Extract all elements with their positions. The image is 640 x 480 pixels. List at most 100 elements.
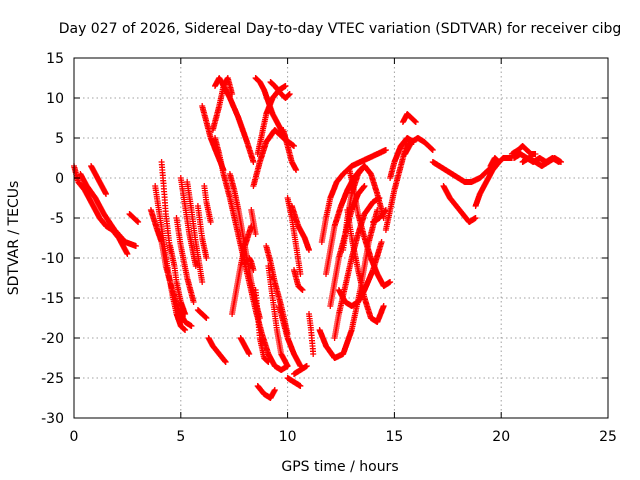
series-s20	[194, 307, 210, 321]
series-s16	[212, 75, 257, 165]
data-marks-s38	[284, 375, 304, 389]
data-marks-s20	[194, 307, 210, 321]
data-marks-s30	[280, 127, 300, 173]
series-s42	[318, 147, 389, 245]
grid	[74, 58, 608, 418]
data-marks-s02	[77, 171, 139, 249]
data-marks-s12	[194, 203, 210, 261]
y-tick-label: -10	[41, 251, 64, 267]
series-s22	[237, 335, 253, 357]
series-s09	[173, 215, 197, 305]
data-marks-s35	[288, 203, 312, 253]
y-tick-label: -30	[41, 411, 64, 427]
series-s48	[344, 207, 387, 325]
data-marks-s19	[205, 335, 229, 365]
data-marks-s07	[158, 159, 174, 253]
data-points	[71, 75, 564, 401]
data-marks-s28	[267, 79, 293, 101]
plot-frame	[73, 57, 609, 419]
data-marks-s32	[265, 263, 291, 369]
series-s61	[519, 155, 564, 169]
series-s54	[402, 135, 436, 157]
series-s11	[184, 179, 206, 285]
data-marks-s16	[212, 75, 257, 165]
series-s49	[346, 167, 394, 289]
data-marks-s40	[306, 311, 317, 357]
series-s06	[152, 183, 189, 333]
x-tick-label: 15	[385, 429, 403, 445]
data-marks-s48	[344, 207, 387, 325]
data-marks-s57	[472, 159, 503, 209]
y-axis-title: SDTVAR / TECUs	[6, 181, 22, 296]
data-marks-s42	[318, 147, 389, 245]
data-marks-s53	[399, 111, 419, 125]
series-s13	[201, 183, 214, 225]
data-marks-s21	[229, 223, 255, 317]
data-marks-s03	[88, 163, 109, 197]
data-marks-s08	[167, 243, 189, 317]
series-s56	[440, 183, 479, 225]
series-s53	[399, 111, 419, 125]
axis-ticks: 0 5 10 15 20 25 15 10 5 0 -5 -10 -15 -20 -25 -30	[41, 51, 617, 445]
series-s23	[248, 207, 259, 237]
y-tick-label: 5	[55, 131, 64, 147]
data-marks-s10	[177, 175, 199, 269]
y-tick-label: -15	[41, 291, 64, 307]
data-marks-s50	[370, 207, 389, 225]
series-s40	[306, 311, 317, 357]
data-marks-s13	[201, 183, 214, 225]
data-marks-s61	[519, 155, 564, 169]
data-marks-s54	[402, 135, 436, 157]
data-marks-s09	[173, 215, 197, 305]
data-marks-s23	[248, 207, 259, 237]
series-s36	[291, 267, 306, 293]
series-s57	[472, 159, 503, 209]
y-tick-label: 15	[46, 51, 64, 67]
x-tick-label: 0	[70, 429, 79, 445]
data-marks-s39	[291, 363, 310, 377]
data-marks-s24	[246, 255, 257, 273]
series-s28	[267, 79, 293, 101]
y-tick-label: 10	[46, 91, 64, 107]
series-s07	[158, 159, 174, 253]
data-marks-s34	[284, 195, 304, 277]
series-s59	[508, 143, 539, 157]
series-s32	[265, 263, 291, 369]
data-marks-s58	[487, 155, 515, 169]
data-marks-s22	[237, 335, 253, 357]
data-marks-s06	[152, 183, 189, 333]
series-s03	[88, 163, 109, 197]
series-s38	[284, 375, 304, 389]
data-marks-s04	[126, 211, 142, 225]
x-tick-label: 5	[176, 429, 185, 445]
series-s10	[177, 175, 199, 269]
data-marks-s37	[276, 303, 304, 369]
series-s39	[291, 363, 310, 377]
x-axis-title: GPS time / hours	[281, 459, 398, 475]
series-s19	[205, 335, 229, 365]
data-marks-s49	[346, 167, 394, 289]
series-s35	[288, 203, 312, 253]
data-marks-s36	[291, 267, 306, 293]
y-tick-label: -25	[41, 371, 64, 387]
series-s30	[280, 127, 300, 173]
series-s08	[167, 243, 189, 317]
x-tick-label: 20	[492, 429, 510, 445]
series-s34	[284, 195, 304, 277]
series-s33	[254, 383, 278, 401]
data-marks-s56	[440, 183, 479, 225]
series-s04	[126, 211, 142, 225]
series-s02	[77, 171, 139, 249]
y-tick-label: -5	[50, 211, 64, 227]
chart-title: Day 027 of 2026, Sidereal Day-to-day VTE…	[59, 21, 622, 37]
y-tick-label: -20	[41, 331, 64, 347]
y-tick-label: 0	[55, 171, 64, 187]
series-s12	[194, 203, 210, 261]
data-marks-s33	[254, 383, 278, 401]
series-s24	[246, 255, 257, 273]
data-marks-s11	[184, 179, 206, 285]
series-s21	[229, 223, 255, 317]
x-tick-label: 25	[599, 429, 617, 445]
data-marks-s25	[252, 287, 272, 365]
